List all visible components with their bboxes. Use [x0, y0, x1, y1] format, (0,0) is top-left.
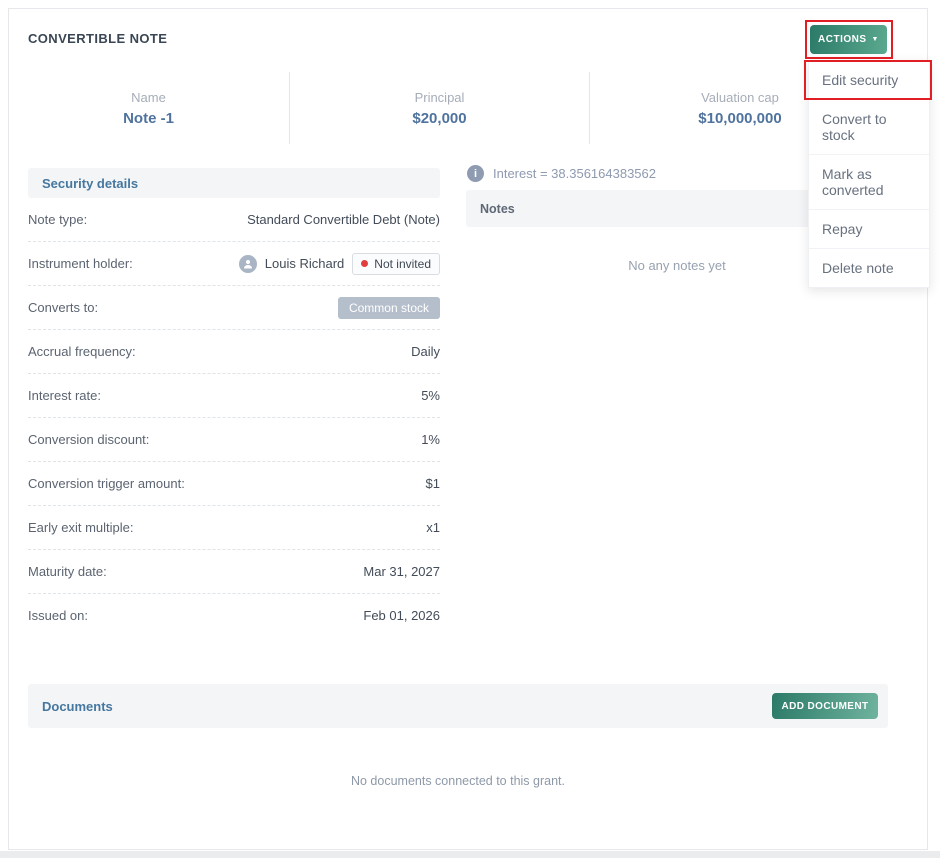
detail-row-note-type: Note type: Standard Convertible Debt (No… — [28, 198, 440, 242]
summary-valuation-cap: Valuation cap $10,000,000 — [589, 72, 890, 144]
detail-row-converts-to: Converts to: Common stock — [28, 286, 440, 330]
summary-principal-value: $20,000 — [412, 109, 467, 127]
menu-item-repay[interactable]: Repay — [809, 210, 929, 249]
menu-item-edit-security[interactable]: Edit security — [809, 61, 929, 100]
summary-name-label: Name — [131, 89, 166, 105]
summary-name-value: Note -1 — [123, 109, 174, 127]
detail-row-early-exit-multiple: Early exit multiple: x1 — [28, 506, 440, 550]
detail-row-conversion-discount: Conversion discount: 1% — [28, 418, 440, 462]
menu-item-delete-note[interactable]: Delete note — [809, 249, 929, 287]
holder-name: Louis Richard — [264, 256, 345, 271]
status-dot-icon — [361, 260, 369, 267]
documents-header: Documents ADD DOCUMENT — [28, 684, 888, 728]
avatar — [238, 254, 257, 273]
summary-principal: Principal $20,000 — [289, 72, 589, 144]
notes-empty-state: No any notes yet — [628, 258, 726, 273]
detail-row-issued-on: Issued on: Feb 01, 2026 — [28, 608, 440, 623]
notes-title: Notes — [480, 201, 515, 216]
summary-row: Name Note -1 Principal $20,000 Valuation… — [8, 72, 888, 144]
add-document-button[interactable]: ADD DOCUMENT — [772, 693, 878, 719]
security-details-title: Security details — [42, 175, 139, 191]
detail-row-accrual-frequency: Accrual frequency: Daily — [28, 330, 440, 374]
summary-valuation-cap-value: $10,000,000 — [698, 109, 782, 127]
info-icon[interactable]: i — [467, 165, 484, 182]
menu-item-convert-to-stock[interactable]: Convert to stock — [809, 100, 929, 155]
menu-item-mark-as-converted[interactable]: Mark as converted — [809, 155, 929, 210]
documents-title: Documents — [42, 698, 113, 714]
page-title: CONVERTIBLE NOTE — [28, 31, 168, 46]
security-details-header: Security details — [28, 168, 440, 198]
detail-row-interest-rate: Interest rate: 5% — [28, 374, 440, 418]
detail-row-instrument-holder: Instrument holder: Louis Richard Not inv… — [28, 242, 440, 286]
detail-row-maturity-date: Maturity date: Mar 31, 2027 — [28, 550, 440, 594]
documents-empty-state: No documents connected to this grant. — [350, 774, 565, 788]
status-badge-label: Not invited — [374, 256, 431, 271]
actions-button[interactable]: ACTIONS ▼ — [810, 25, 887, 54]
summary-principal-label: Principal — [414, 89, 465, 105]
summary-name: Name Note -1 — [8, 72, 289, 144]
security-details-section: Security details Note type: Standard Con… — [28, 168, 440, 637]
actions-button-label: ACTIONS — [818, 34, 867, 45]
status-badge: Not invited — [352, 252, 440, 275]
chevron-down-icon: ▼ — [871, 36, 879, 43]
converts-to-badge: Common stock — [337, 296, 440, 319]
detail-row-conversion-trigger: Conversion trigger amount: $1 — [28, 462, 440, 506]
interest-info: i Interest = 38.356164383562 — [467, 165, 656, 182]
summary-valuation-cap-label: Valuation cap — [701, 89, 779, 105]
actions-dropdown-menu: Edit security Convert to stock Mark as c… — [808, 60, 930, 288]
interest-text: Interest = 38.356164383562 — [493, 166, 657, 181]
bottom-divider — [0, 851, 940, 858]
